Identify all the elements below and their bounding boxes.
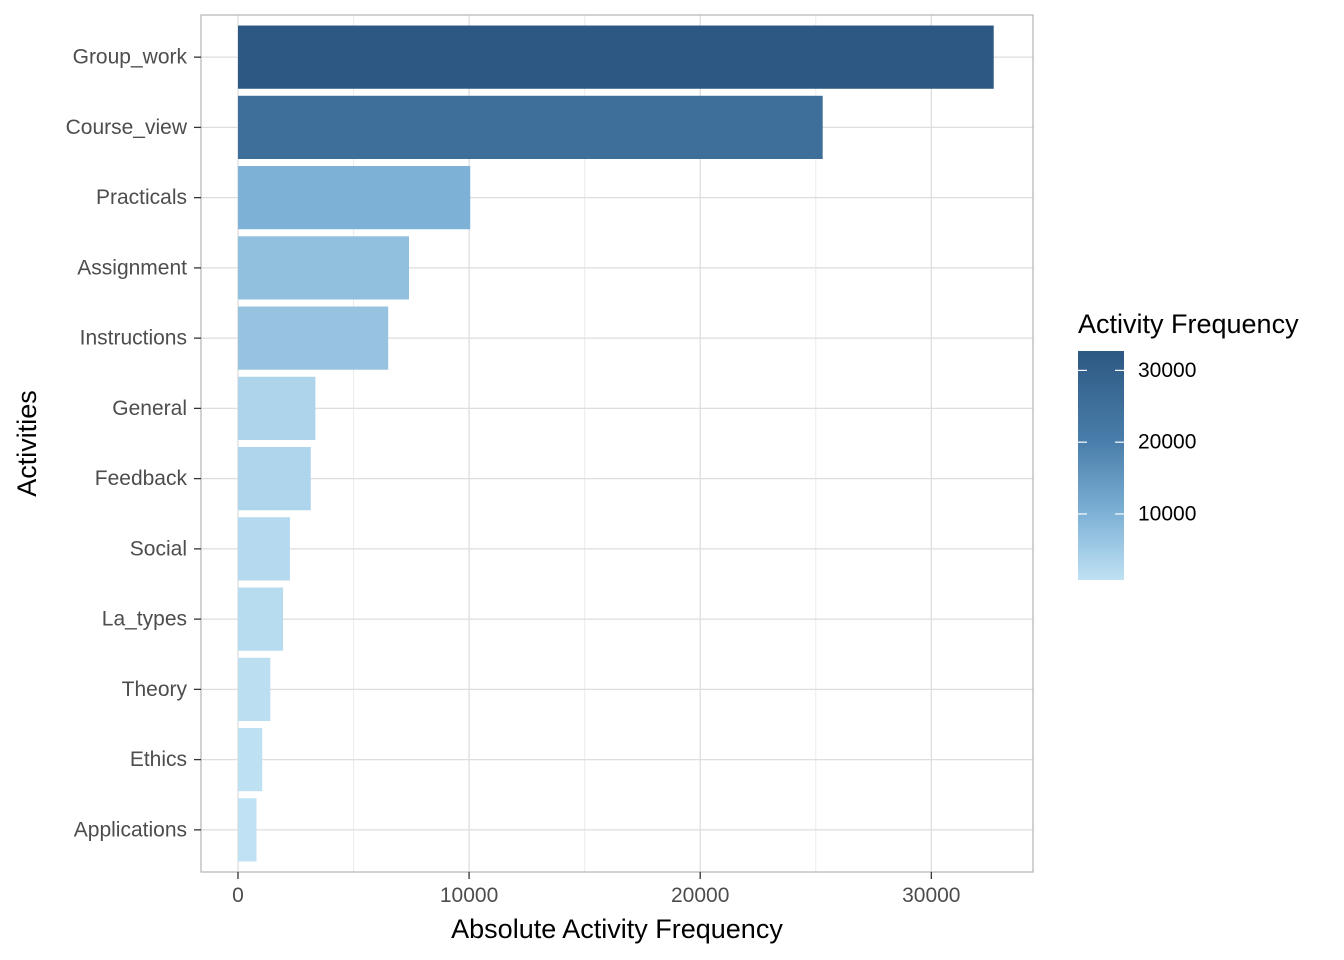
bar-feedback xyxy=(237,447,311,511)
bar-practicals xyxy=(237,166,471,230)
legend-tick-label: 10000 xyxy=(1138,502,1196,525)
bar-instructions xyxy=(237,306,389,370)
x-tick-label: 10000 xyxy=(440,884,498,907)
y-tick-label: Applications xyxy=(74,818,187,841)
y-tick-label: General xyxy=(112,397,187,420)
legend-tick-label: 30000 xyxy=(1138,359,1196,382)
legend-tick-label: 20000 xyxy=(1138,431,1196,454)
y-tick-label: La_types xyxy=(102,608,187,631)
bar-la-types xyxy=(237,587,284,651)
panel-border xyxy=(200,14,1034,873)
bar-assignment xyxy=(237,236,409,300)
legend: Activity Frequency 10000 20000 30000 xyxy=(1078,309,1299,580)
bars xyxy=(237,25,994,862)
x-tick-label: 20000 xyxy=(671,884,729,907)
y-tick-label: Instructions xyxy=(80,327,187,350)
legend-title: Activity Frequency xyxy=(1078,309,1299,339)
bar-applications xyxy=(237,798,257,862)
y-axis-title: Activities xyxy=(12,390,42,497)
legend-ticks: 10000 20000 30000 xyxy=(1078,359,1196,525)
y-axis: Group_work Course_view Practicals Assignmen… xyxy=(66,46,201,841)
x-tick-label: 30000 xyxy=(902,884,960,907)
y-tick-label: Theory xyxy=(122,678,188,701)
y-tick-label: Course_view xyxy=(66,116,188,139)
bar-social xyxy=(237,517,290,581)
bar-course-view xyxy=(237,95,823,160)
bar-theory xyxy=(237,657,271,721)
x-axis-title: Absolute Activity Frequency xyxy=(451,914,783,944)
y-tick-label: Feedback xyxy=(95,467,188,490)
y-tick-label: Social xyxy=(130,537,187,560)
bar-group-work xyxy=(237,25,994,89)
y-tick-label: Group_work xyxy=(73,46,188,69)
y-tick-label: Assignment xyxy=(77,256,187,279)
legend-colorbar xyxy=(1078,351,1124,580)
y-tick-label: Ethics xyxy=(130,748,187,771)
bar-general xyxy=(237,376,316,440)
x-tick-label: 0 xyxy=(232,884,244,907)
y-tick-label: Practicals xyxy=(96,186,187,209)
x-axis: 0 10000 20000 30000 xyxy=(232,872,961,907)
bar-ethics xyxy=(237,727,263,792)
